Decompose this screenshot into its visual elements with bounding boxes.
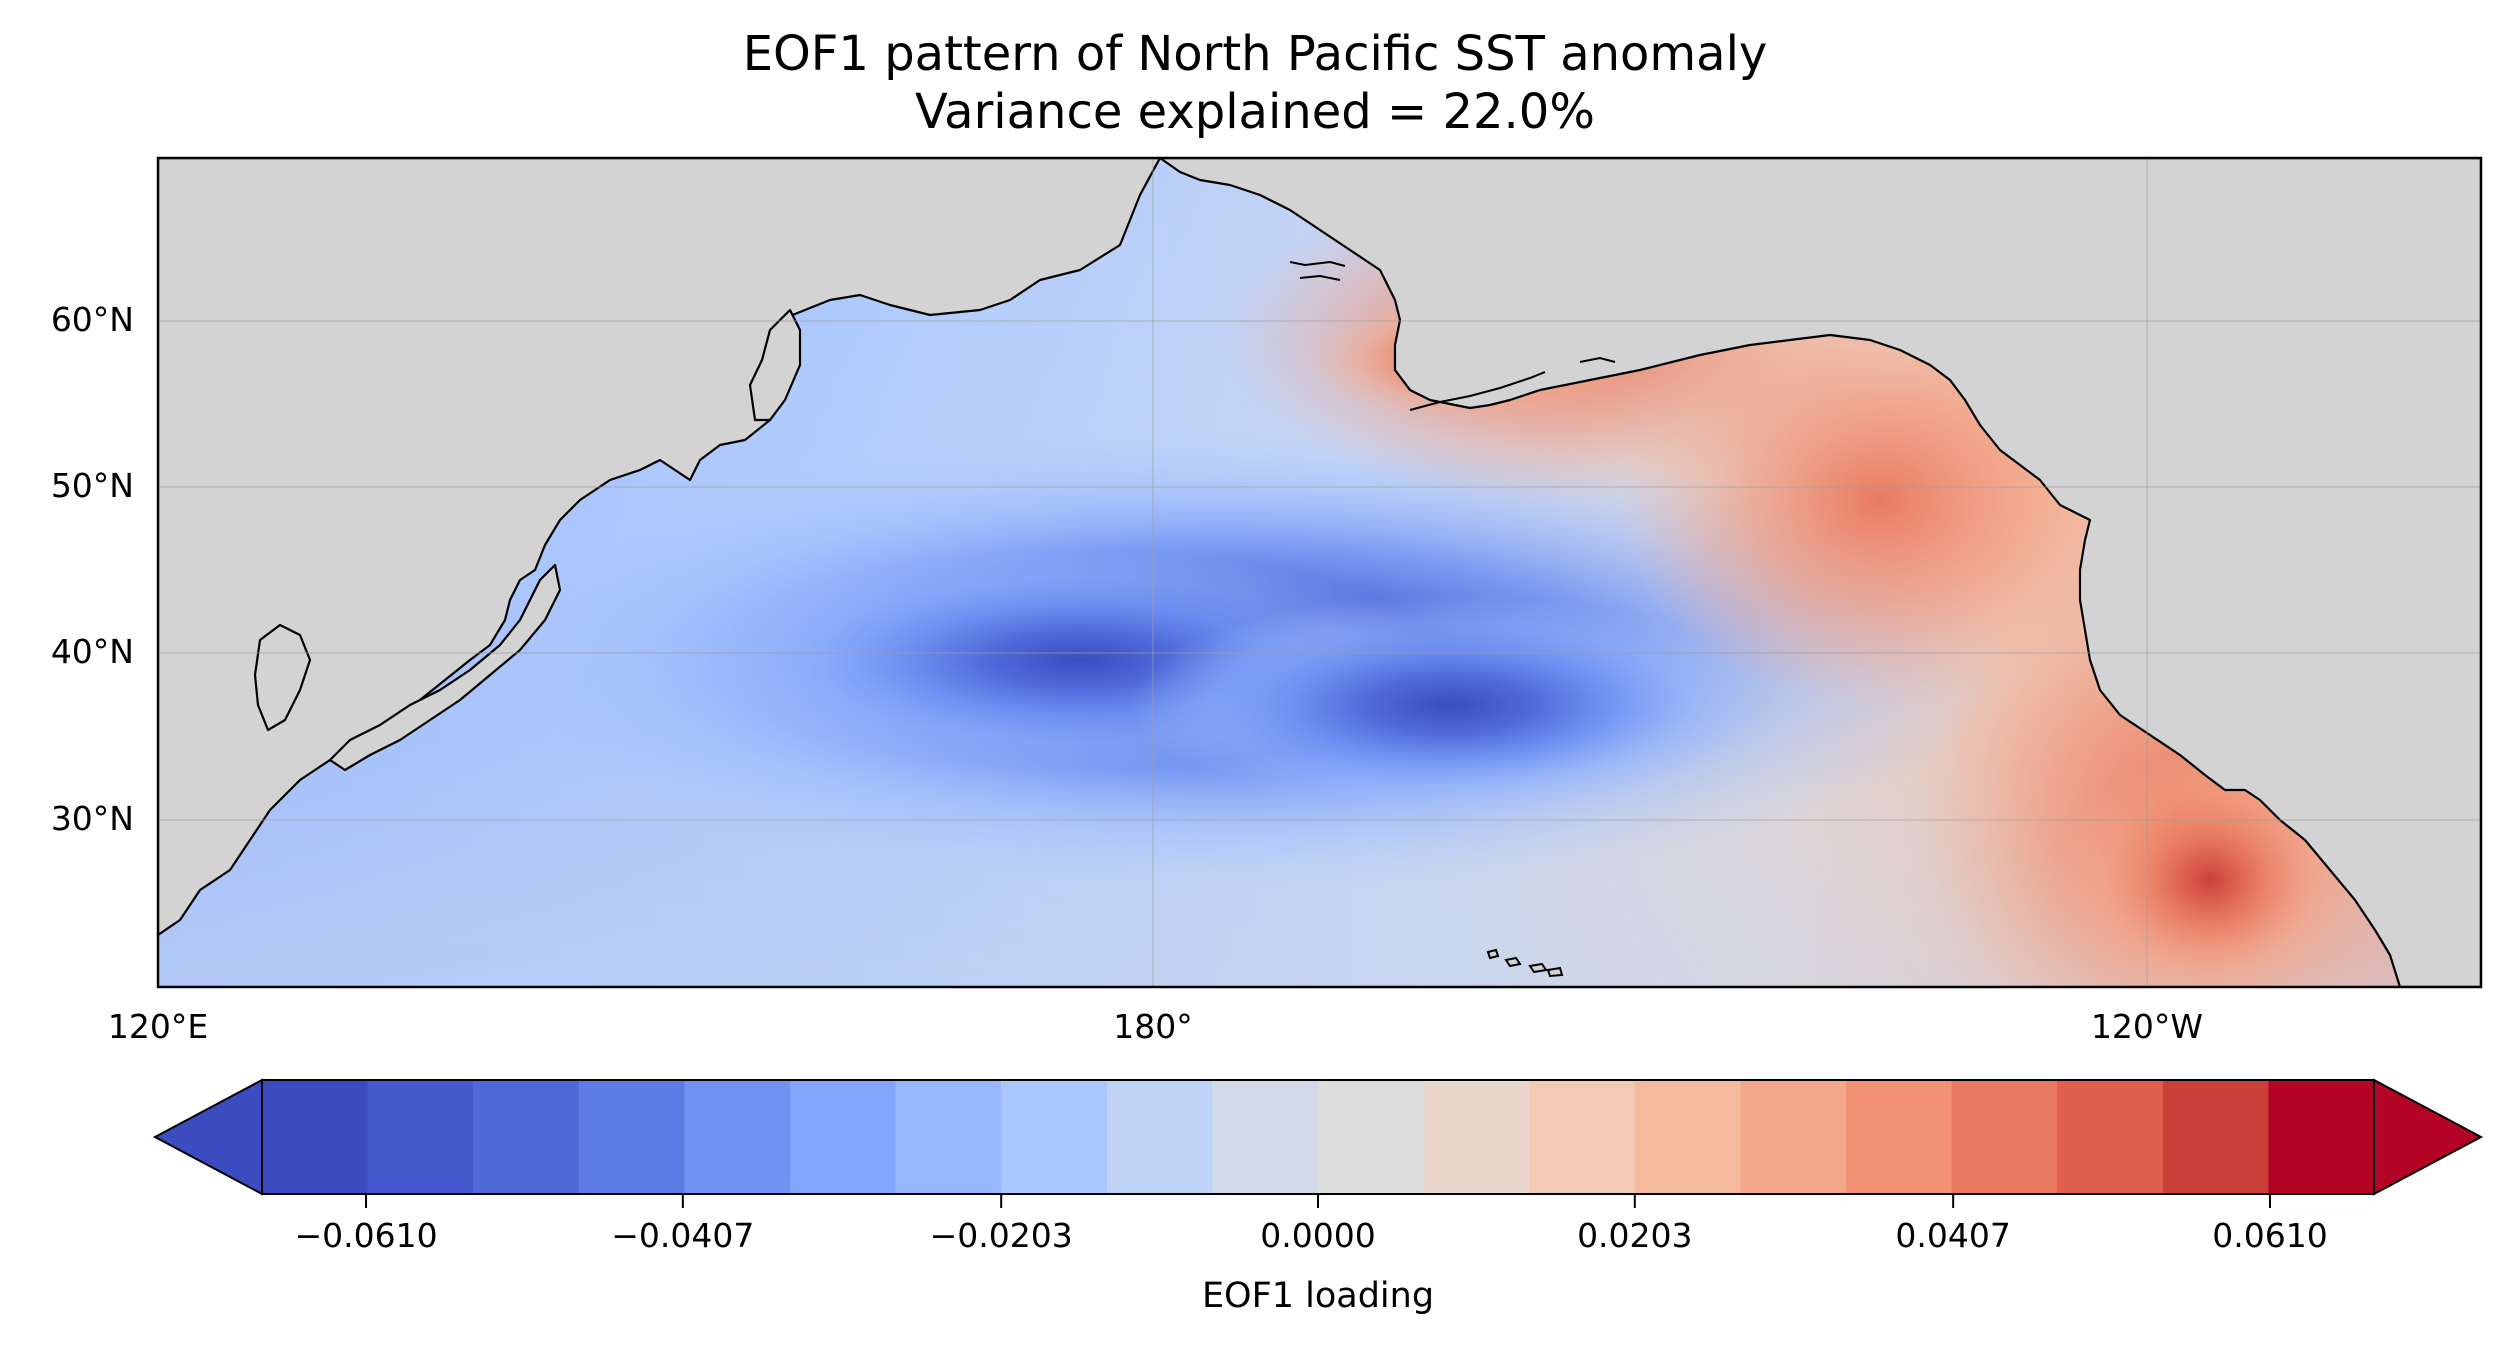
colorbar-tick-label-3: 0.0000	[1260, 1216, 1375, 1255]
colorbar-underflow-arrow	[152, 1078, 263, 1196]
colorbar-level-2	[473, 1080, 580, 1194]
land-north-america	[1158, 158, 2481, 987]
colorbar-level-4	[684, 1080, 791, 1194]
colorbar-tick-label-2: −0.0203	[930, 1216, 1073, 1255]
colorbar-overflow-arrow	[2373, 1078, 2484, 1196]
land-kamchatka-sakhalin	[748, 308, 802, 422]
colorbar-tick-label-4: 0.0203	[1577, 1216, 1692, 1255]
map-panel	[158, 158, 2481, 987]
colorbar-level-16	[1951, 1080, 2058, 1194]
ytick-label-60n: 60°N	[51, 300, 134, 339]
gridlines	[158, 158, 2481, 987]
ytick-label-30n: 30°N	[51, 799, 134, 838]
chart-subtitle: Variance explained = 22.0%	[915, 84, 1595, 140]
colorbar-level-9	[1212, 1080, 1319, 1194]
hawaiian-islands	[1486, 948, 1564, 978]
colorbar-tick-label-1: −0.0407	[611, 1216, 754, 1255]
colorbar-level-3	[578, 1080, 685, 1194]
xtick-label-120w: 120°W	[2091, 1007, 2203, 1046]
negative-center-east	[1130, 595, 1770, 815]
land-asia	[158, 158, 1162, 937]
colorbar-tick-label-0: −0.0610	[294, 1216, 437, 1255]
colorbar-level-18	[2162, 1080, 2269, 1194]
colorbar-level-8	[1106, 1080, 1213, 1194]
xtick-label-120e: 120°E	[108, 1007, 208, 1046]
ytick-label-50n: 50°N	[51, 466, 134, 505]
chart-title: EOF1 pattern of North Pacific SST anomal…	[742, 26, 1768, 82]
colorbar-level-6	[895, 1080, 1002, 1194]
land-masses	[158, 158, 2481, 987]
colorbar-level-10	[1318, 1080, 1425, 1194]
land-korea	[253, 623, 312, 732]
colorbar-level-13	[1634, 1080, 1741, 1194]
map-frame	[156, 156, 2483, 989]
colorbar: −0.0610 −0.0407 −0.0203 0.0000 0.0203 0.0407 0…	[152, 1078, 2484, 1316]
colorbar-label: EOF1 loading	[1202, 1276, 1434, 1316]
colorbar-level-11	[1423, 1080, 1530, 1194]
colorbar-level-14	[1740, 1080, 1847, 1194]
ytick-label-40n: 40°N	[51, 632, 134, 671]
colorbar-level-5	[790, 1080, 897, 1194]
colorbar-level-19	[2268, 1080, 2375, 1194]
aleutian-islands	[1289, 260, 1616, 411]
colorbar-level-17	[2057, 1080, 2164, 1194]
colorbar-tick-label-5: 0.0407	[1895, 1216, 2010, 1255]
colorbar-tick-label-6: 0.0610	[2212, 1216, 2327, 1255]
colorbar-level-1	[367, 1080, 474, 1194]
land-japan	[328, 563, 562, 772]
colorbar-level-0	[262, 1080, 369, 1194]
xtick-label-180: 180°	[1113, 1007, 1193, 1046]
colorbar-level-15	[1846, 1080, 1953, 1194]
colorbar-level-12	[1529, 1080, 1636, 1194]
colorbar-level-7	[1001, 1080, 1108, 1194]
